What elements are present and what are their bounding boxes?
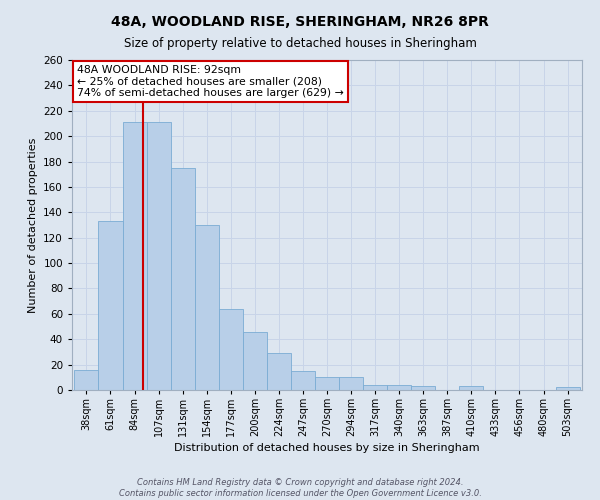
- Text: Contains HM Land Registry data © Crown copyright and database right 2024.
Contai: Contains HM Land Registry data © Crown c…: [119, 478, 481, 498]
- Bar: [387, 385, 411, 390]
- Text: Size of property relative to detached houses in Sheringham: Size of property relative to detached ho…: [124, 38, 476, 51]
- Bar: [146, 122, 170, 390]
- Bar: [460, 386, 484, 390]
- Bar: [98, 221, 122, 390]
- Bar: [556, 388, 580, 390]
- Bar: [74, 370, 98, 390]
- Bar: [411, 386, 435, 390]
- Bar: [363, 385, 387, 390]
- Bar: [243, 332, 267, 390]
- Bar: [219, 309, 243, 390]
- Text: 48A WOODLAND RISE: 92sqm
← 25% of detached houses are smaller (208)
74% of semi-: 48A WOODLAND RISE: 92sqm ← 25% of detach…: [77, 65, 344, 98]
- Bar: [122, 122, 146, 390]
- Text: 48A, WOODLAND RISE, SHERINGHAM, NR26 8PR: 48A, WOODLAND RISE, SHERINGHAM, NR26 8PR: [111, 15, 489, 29]
- Bar: [339, 378, 363, 390]
- Bar: [267, 353, 291, 390]
- Y-axis label: Number of detached properties: Number of detached properties: [28, 138, 38, 312]
- Bar: [194, 225, 219, 390]
- Bar: [315, 378, 339, 390]
- Bar: [170, 168, 194, 390]
- Bar: [291, 371, 315, 390]
- X-axis label: Distribution of detached houses by size in Sheringham: Distribution of detached houses by size …: [174, 444, 480, 454]
